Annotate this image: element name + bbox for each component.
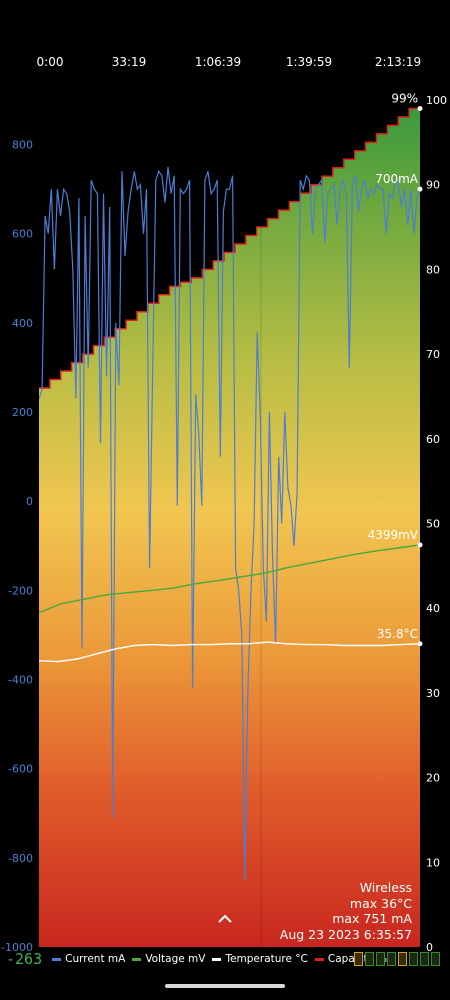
info-panel: Wireless max 36°C max 751 mA Aug 23 2023… xyxy=(280,880,412,942)
left-tick-label: -800 xyxy=(8,852,33,865)
right-tick-label: 70 xyxy=(426,348,440,361)
capacity-fill xyxy=(39,108,420,948)
history-bar[interactable] xyxy=(365,952,374,966)
voltage-end-marker xyxy=(417,542,423,548)
history-bar[interactable] xyxy=(420,952,429,966)
history-bar[interactable] xyxy=(376,952,385,966)
x-tick-label: 1:39:59 xyxy=(286,55,332,69)
left-tick-label: -400 xyxy=(8,674,33,687)
history-bar[interactable] xyxy=(398,952,407,966)
right-tick-label: 10 xyxy=(426,856,440,869)
right-tick-label: 50 xyxy=(426,518,440,531)
left-tick-label: 400 xyxy=(12,317,33,330)
left-tick-label: 0 xyxy=(26,495,33,508)
legend-temperature: Temperature °C xyxy=(212,953,308,965)
current-axis: 800 600 400 200 0 -200 -400 -600 -800 -1000 xyxy=(1,139,33,954)
temperature-line xyxy=(39,641,420,663)
legend-voltage: Voltage mV xyxy=(132,953,205,965)
capacity-area xyxy=(39,107,420,948)
right-tick-label: 0 xyxy=(426,941,433,954)
temperature-end-label: 35.8°C xyxy=(377,627,418,641)
left-tick-label: -1000 xyxy=(1,941,33,954)
left-tick-label: -200 xyxy=(8,584,33,597)
max-current: max 751 mA xyxy=(332,911,412,926)
current-reading: -263 xyxy=(6,950,43,968)
max-temperature: max 36°C xyxy=(349,895,412,911)
history-bar[interactable] xyxy=(409,952,418,966)
home-indicator[interactable] xyxy=(165,984,285,988)
left-tick-label: 200 xyxy=(12,406,33,419)
time-axis: 0:00 33:19 1:06:39 1:39:59 2:13:19 xyxy=(37,55,422,69)
charge-source: Wireless xyxy=(359,880,412,895)
voltage-line xyxy=(39,544,420,614)
x-tick-label: 33:19 xyxy=(112,55,147,69)
left-tick-label: 600 xyxy=(12,228,33,241)
right-tick-label: 30 xyxy=(426,687,440,700)
right-tick-label: 90 xyxy=(426,179,440,192)
history-bar[interactable] xyxy=(354,952,363,966)
legend-temperature-label: Temperature °C xyxy=(225,953,308,965)
right-tick-label: 80 xyxy=(426,263,440,276)
x-tick-label: 2:13:19 xyxy=(375,55,421,69)
capacity-end-label: 99% xyxy=(391,91,418,105)
history-bars[interactable] xyxy=(354,952,440,966)
right-tick-label: 60 xyxy=(426,433,440,446)
x-tick-label: 1:06:39 xyxy=(195,55,241,69)
right-tick-label: 20 xyxy=(426,772,440,785)
legend-voltage-label: Voltage mV xyxy=(145,953,206,965)
current-line xyxy=(39,166,420,881)
left-tick-label: 800 xyxy=(12,139,33,152)
legend-current: Current mA xyxy=(52,953,125,965)
history-bar[interactable] xyxy=(387,952,396,966)
history-bar[interactable] xyxy=(431,952,440,966)
capacity-end-marker xyxy=(417,105,423,111)
x-tick-label: 0:00 xyxy=(37,55,64,69)
temperature-end-marker xyxy=(417,641,423,647)
current-end-marker xyxy=(417,186,423,192)
voltage-end-label: 4399mV xyxy=(368,528,419,542)
legend-current-label: Current mA xyxy=(65,953,126,965)
capacity-line xyxy=(39,107,420,389)
current-end-label: 700mA xyxy=(375,172,419,186)
left-tick-label: -600 xyxy=(8,763,33,776)
timestamp: Aug 23 2023 6:35:57 xyxy=(279,926,412,942)
right-tick-label: 100 xyxy=(426,94,447,107)
right-tick-label: 40 xyxy=(426,602,440,615)
chevron-up-icon[interactable] xyxy=(216,910,234,928)
